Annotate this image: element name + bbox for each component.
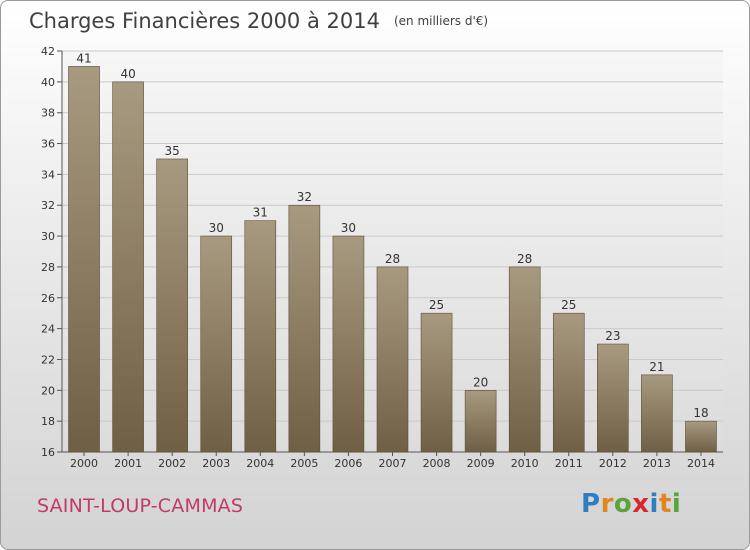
bar-layer — [68, 66, 717, 453]
bar-2010 — [508, 266, 541, 453]
logo-letter: i — [671, 489, 682, 519]
bar-2001 — [112, 81, 144, 453]
value-label-2005: 32 — [297, 190, 312, 204]
bar-2012 — [597, 343, 629, 453]
value-label-2003: 30 — [209, 221, 224, 235]
y-tick-label: 38 — [41, 107, 55, 120]
chart-title-main: Charges Financières 2000 à 2014 — [29, 9, 380, 33]
y-tick-label: 42 — [41, 45, 55, 58]
x-tick-label-2009: 2009 — [467, 457, 495, 470]
value-label-2000: 41 — [76, 51, 91, 65]
x-tick-label-2007: 2007 — [379, 457, 407, 470]
value-label-2008: 25 — [429, 298, 444, 312]
x-tick-label-2008: 2008 — [423, 457, 451, 470]
x-tick-label-2004: 2004 — [246, 457, 274, 470]
bar-2004 — [244, 220, 277, 453]
chart-title: Charges Financières 2000 à 2014 (en milli… — [29, 9, 488, 33]
y-tick-label: 20 — [41, 384, 55, 397]
y-tick-label: 36 — [41, 138, 55, 151]
bar-2006 — [332, 235, 365, 453]
commune-name: SAINT-LOUP-CAMMAS — [37, 495, 244, 517]
y-tick-label: 32 — [41, 199, 55, 212]
bar-2014 — [685, 420, 717, 453]
x-tick-label-2010: 2010 — [511, 457, 539, 470]
x-tick-label-2013: 2013 — [643, 457, 671, 470]
value-label-2011: 25 — [561, 298, 576, 312]
bar-2008 — [420, 312, 453, 453]
x-tick-label-2000: 2000 — [70, 457, 98, 470]
value-label-2009: 20 — [473, 375, 488, 389]
x-tick-label-2014: 2014 — [687, 457, 715, 470]
label-layer: 2000 41 2001 40 2002 35 2003 30 2004 31 2005 32 2006… — [70, 51, 715, 470]
value-label-2006: 30 — [341, 221, 356, 235]
logo-letter: P — [581, 489, 601, 519]
y-tick-label: 30 — [41, 230, 55, 243]
x-tick-label-2003: 2003 — [202, 457, 230, 470]
value-label-2012: 23 — [605, 329, 620, 343]
x-tick-label-2001: 2001 — [114, 457, 142, 470]
logo-letter: x — [632, 489, 650, 519]
bar-2003 — [200, 235, 233, 453]
value-label-2007: 28 — [385, 252, 400, 266]
value-label-2010: 28 — [517, 252, 532, 266]
y-tick-label: 16 — [41, 446, 55, 459]
bar-2013 — [641, 374, 673, 453]
x-tick-label-2005: 2005 — [290, 457, 318, 470]
bar-2009 — [464, 390, 497, 453]
logo-letter: r — [600, 489, 614, 519]
x-tick-label-2012: 2012 — [599, 457, 627, 470]
value-label-2014: 18 — [693, 406, 708, 420]
value-label-2001: 40 — [120, 67, 135, 81]
x-tick-label-2002: 2002 — [158, 457, 186, 470]
value-label-2002: 35 — [165, 144, 180, 158]
bar-2011 — [552, 312, 585, 453]
x-tick-label-2006: 2006 — [334, 457, 362, 470]
value-label-2004: 31 — [253, 206, 268, 220]
chart-title-unit: (en milliers d'€) — [393, 14, 489, 28]
y-tick-label: 28 — [41, 261, 55, 274]
y-tick-label: 22 — [41, 353, 55, 366]
logo-letter: t — [658, 489, 672, 519]
bar-2007 — [376, 266, 409, 453]
y-tick-label: 34 — [41, 168, 55, 181]
y-tick-label: 24 — [41, 323, 55, 336]
x-tick-label-2011: 2011 — [555, 457, 583, 470]
value-label-2013: 21 — [649, 360, 664, 374]
y-tick-label: 40 — [41, 76, 55, 89]
bar-2002 — [156, 158, 188, 453]
y-tick-label: 18 — [41, 415, 55, 428]
y-tick-label: 26 — [41, 292, 55, 305]
logo-letter: o — [613, 489, 633, 519]
bar-2000 — [68, 66, 100, 453]
proxiti-logo: Proxiti — [581, 489, 681, 519]
bar-2005 — [288, 204, 321, 453]
logo-letter: i — [649, 489, 659, 519]
